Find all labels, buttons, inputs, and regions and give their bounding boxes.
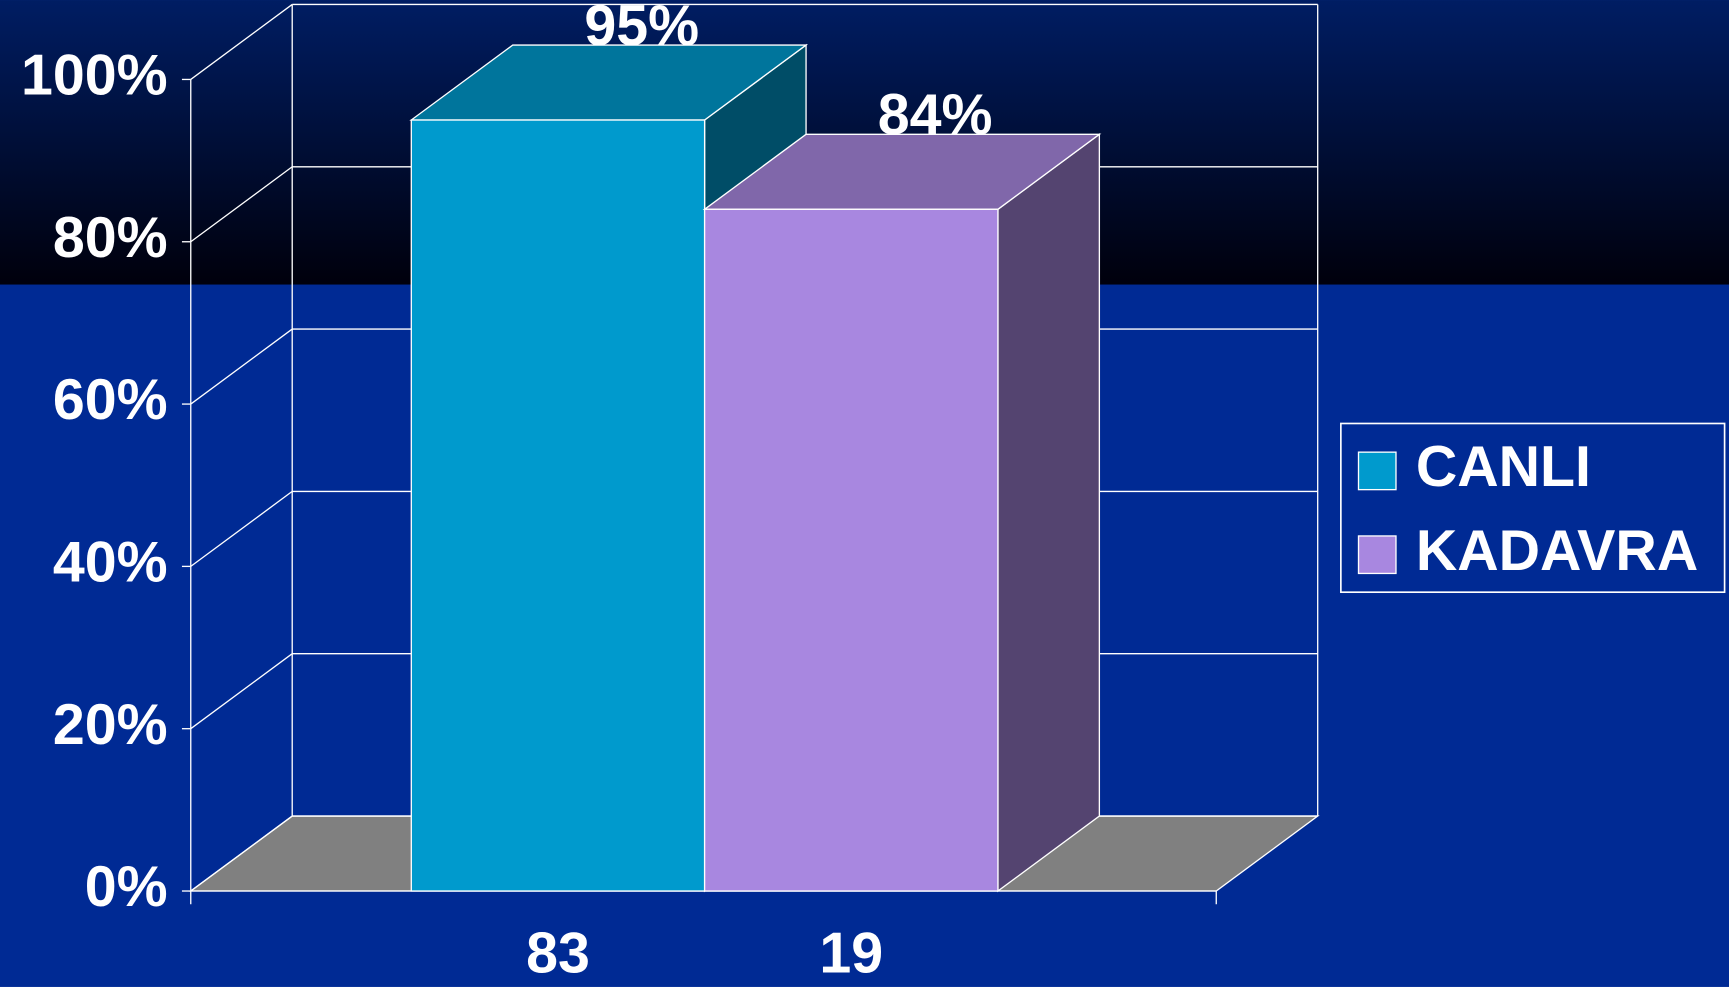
legend-swatch <box>1357 535 1397 575</box>
y-tick-label: 40% <box>53 531 168 595</box>
y-tick-label: 20% <box>53 693 168 757</box>
grid-line <box>190 328 293 405</box>
legend-label: KADAVRA <box>1416 519 1698 583</box>
value-label: 84% <box>878 83 993 147</box>
legend-swatch <box>1357 451 1397 491</box>
legend-label: CANLI <box>1416 435 1591 499</box>
bar-side <box>997 133 1101 893</box>
x-tick-label: 83 <box>526 921 590 985</box>
value-label: 95% <box>584 0 699 58</box>
bar <box>410 119 706 892</box>
y-tick-label: 60% <box>53 368 168 432</box>
y-tick-label: 0% <box>85 855 168 919</box>
grid-line <box>190 815 293 892</box>
plot: 0% 20% 40% 60% 80% 100% 83 19 95% 84% <box>21 0 1320 985</box>
grid-line <box>190 3 293 80</box>
legend-box <box>1340 422 1726 594</box>
grid-line <box>190 653 293 730</box>
bar <box>703 208 999 892</box>
grid-line <box>190 166 293 243</box>
y-tick-label: 100% <box>21 44 168 108</box>
grid-line <box>190 490 293 567</box>
x-tick-label: 19 <box>819 921 883 985</box>
y-tick-label: 80% <box>53 206 168 270</box>
